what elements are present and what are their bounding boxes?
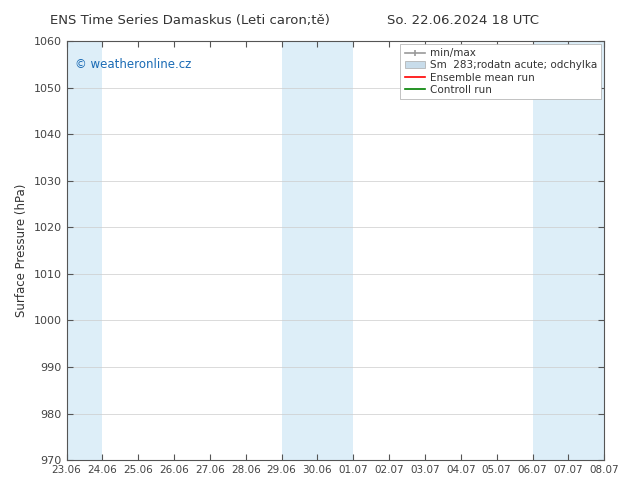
Legend: min/max, Sm  283;rodatn acute; odchylka, Ensemble mean run, Controll run: min/max, Sm 283;rodatn acute; odchylka, … <box>401 44 601 99</box>
Bar <box>67 41 102 460</box>
Text: ENS Time Series Damaskus (Leti caron;tě): ENS Time Series Damaskus (Leti caron;tě) <box>50 14 330 27</box>
Bar <box>281 41 353 460</box>
Text: © weatheronline.cz: © weatheronline.cz <box>75 58 191 71</box>
Text: So. 22.06.2024 18 UTC: So. 22.06.2024 18 UTC <box>387 14 539 27</box>
Bar <box>533 41 604 460</box>
Y-axis label: Surface Pressure (hPa): Surface Pressure (hPa) <box>15 184 28 318</box>
